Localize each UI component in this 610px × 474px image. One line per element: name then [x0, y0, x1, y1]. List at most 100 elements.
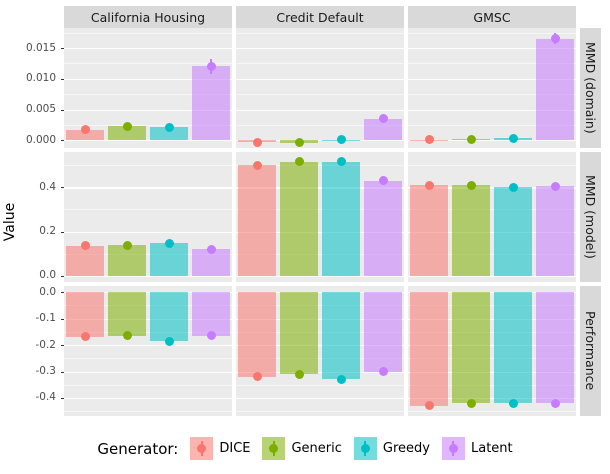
- bar: [280, 161, 318, 276]
- gridline-major: [408, 231, 576, 233]
- axis-tick-label: 0.4: [39, 180, 56, 193]
- gridline-major: [236, 345, 404, 347]
- bar: [410, 292, 448, 406]
- bar: [410, 185, 448, 276]
- y-axis: 0.000 0.005 0.010 0.015: [0, 28, 64, 148]
- gridline-minor: [236, 253, 404, 255]
- gridline-minor: [408, 384, 576, 386]
- bar: [322, 161, 360, 276]
- gridline-minor: [64, 305, 232, 307]
- gridline-minor: [408, 124, 576, 126]
- facet-row-strip: Performance: [580, 286, 601, 416]
- point-dot: [466, 180, 476, 190]
- point-dot: [550, 34, 560, 44]
- gridline-minor: [236, 331, 404, 333]
- gridline-major: [64, 48, 232, 50]
- gridline-major: [408, 318, 576, 320]
- gridline-major: [64, 345, 232, 347]
- gridline-major: [236, 187, 404, 189]
- gridline-minor: [64, 411, 232, 413]
- gridline-major: [408, 345, 576, 347]
- point-dot: [80, 332, 90, 342]
- point-dot: [164, 336, 174, 346]
- gridline-major: [408, 140, 576, 142]
- gridline-minor: [236, 384, 404, 386]
- point-dot: [252, 160, 262, 170]
- gridline-minor: [236, 209, 404, 211]
- y-axis: 0.0 0.2 0.4: [0, 152, 64, 282]
- gridline-major: [408, 109, 576, 111]
- gridline-minor: [236, 305, 404, 307]
- legend-item: Latent: [441, 437, 513, 460]
- gridline-major: [64, 231, 232, 233]
- point-dot: [252, 372, 262, 382]
- legend-item: Generic: [262, 437, 342, 460]
- axis-tick-label: 0.015: [25, 41, 56, 54]
- gridline-minor: [408, 32, 576, 34]
- gridline-minor: [408, 331, 576, 333]
- point-dot: [550, 398, 560, 408]
- gridline-major: [64, 187, 232, 189]
- axis-tick-mark: [61, 78, 64, 80]
- gridline-minor: [64, 384, 232, 386]
- gridline-minor: [236, 63, 404, 65]
- legend-label: Greedy: [382, 441, 430, 456]
- axis-tick-mark: [61, 397, 64, 399]
- y-axis: 0.0 -0.1 -0.2 -0.3 -0.4: [0, 286, 64, 416]
- bar: [364, 118, 402, 141]
- gridline-major: [236, 109, 404, 111]
- legend-point-dot: [448, 444, 458, 453]
- gridline-minor: [408, 253, 576, 255]
- legend-key-swatch: [441, 437, 465, 460]
- axis-tick-label: 0.010: [25, 72, 56, 85]
- gridline-major: [236, 397, 404, 400]
- point-dot: [550, 181, 560, 191]
- axis-tick-label: 0.0: [39, 285, 56, 298]
- point-dot: [508, 398, 518, 408]
- bar: [150, 127, 188, 141]
- legend-key-swatch: [190, 437, 214, 460]
- panel: [408, 286, 576, 416]
- axis-tick-mark: [61, 109, 64, 111]
- legend: Generator: DICE Generic Greedy Latent: [0, 437, 610, 460]
- bar: [494, 187, 532, 276]
- gridline-major: [64, 371, 232, 373]
- gridline-minor: [64, 124, 232, 126]
- gridline-major: [236, 48, 404, 50]
- point-dot: [294, 138, 304, 148]
- axis-tick-label: 0.005: [25, 103, 56, 116]
- point-dot: [80, 241, 90, 251]
- point-dot: [424, 135, 434, 145]
- point-dot: [378, 367, 388, 377]
- facet-col-strip: GMSC: [408, 6, 576, 28]
- gridline-minor: [64, 209, 232, 211]
- bar: [452, 292, 490, 404]
- legend-label: Latent: [470, 441, 513, 456]
- axis-tick-label: 0.2: [39, 225, 56, 238]
- gridline-major: [236, 292, 404, 294]
- facet-row-strip: MMD (domain): [580, 28, 601, 148]
- facet-col-strip: Credit Default: [236, 6, 404, 28]
- point-dot: [206, 331, 216, 341]
- gridline-minor: [64, 63, 232, 65]
- gridline-major: [236, 231, 404, 233]
- gridline-minor: [236, 32, 404, 34]
- panel: [64, 28, 232, 148]
- panel: [236, 286, 404, 416]
- gridline-minor: [236, 165, 404, 167]
- bar: [150, 292, 188, 342]
- gridline-major: [408, 78, 576, 80]
- axis-tick-mark: [61, 187, 64, 189]
- gridline-major: [64, 397, 232, 400]
- point-dot: [378, 176, 388, 186]
- panel: [408, 152, 576, 282]
- gridline-major: [64, 78, 232, 80]
- axis-tick-mark: [61, 371, 64, 373]
- legend-title: Generator:: [97, 439, 179, 458]
- axis-tick-mark: [61, 292, 64, 294]
- axis-tick-mark: [61, 275, 64, 277]
- bar: [108, 126, 146, 141]
- point-dot: [336, 135, 346, 145]
- point-dot: [466, 398, 476, 408]
